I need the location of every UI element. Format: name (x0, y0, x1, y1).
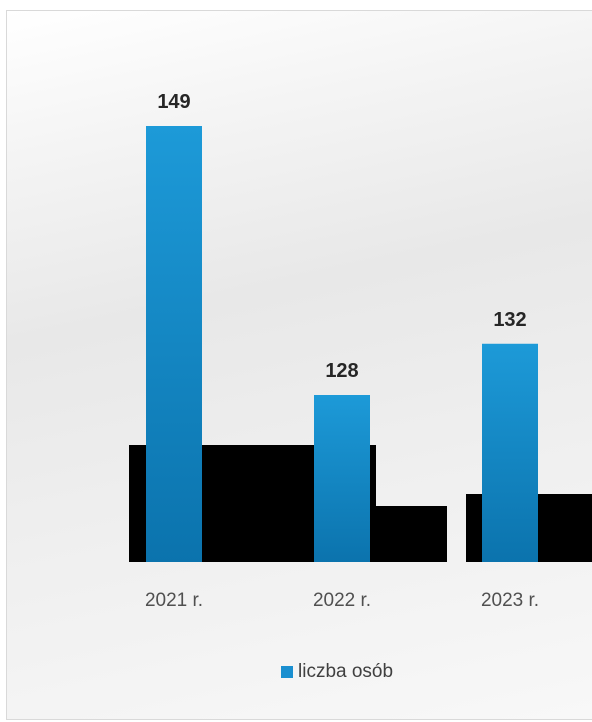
data-labels-group: 149 128 132 (157, 91, 526, 382)
bar-1 (146, 126, 202, 562)
category-label-2: 2022 r. (313, 590, 371, 611)
bar-3 (482, 343, 538, 562)
bars-group (146, 126, 538, 562)
category-label-1: 2021 r. (145, 590, 203, 611)
data-label-3: 132 (493, 309, 526, 331)
data-label-1: 149 (157, 91, 190, 113)
data-label-2: 128 (325, 360, 358, 382)
legend-label: liczba osób (298, 661, 393, 682)
category-labels-group: 2021 r. 2022 r. 2023 r. (145, 590, 539, 611)
legend-swatch (281, 666, 293, 678)
legend: liczba osób (281, 661, 393, 682)
category-label-3: 2023 r. (481, 590, 539, 611)
bar-2 (314, 395, 370, 562)
